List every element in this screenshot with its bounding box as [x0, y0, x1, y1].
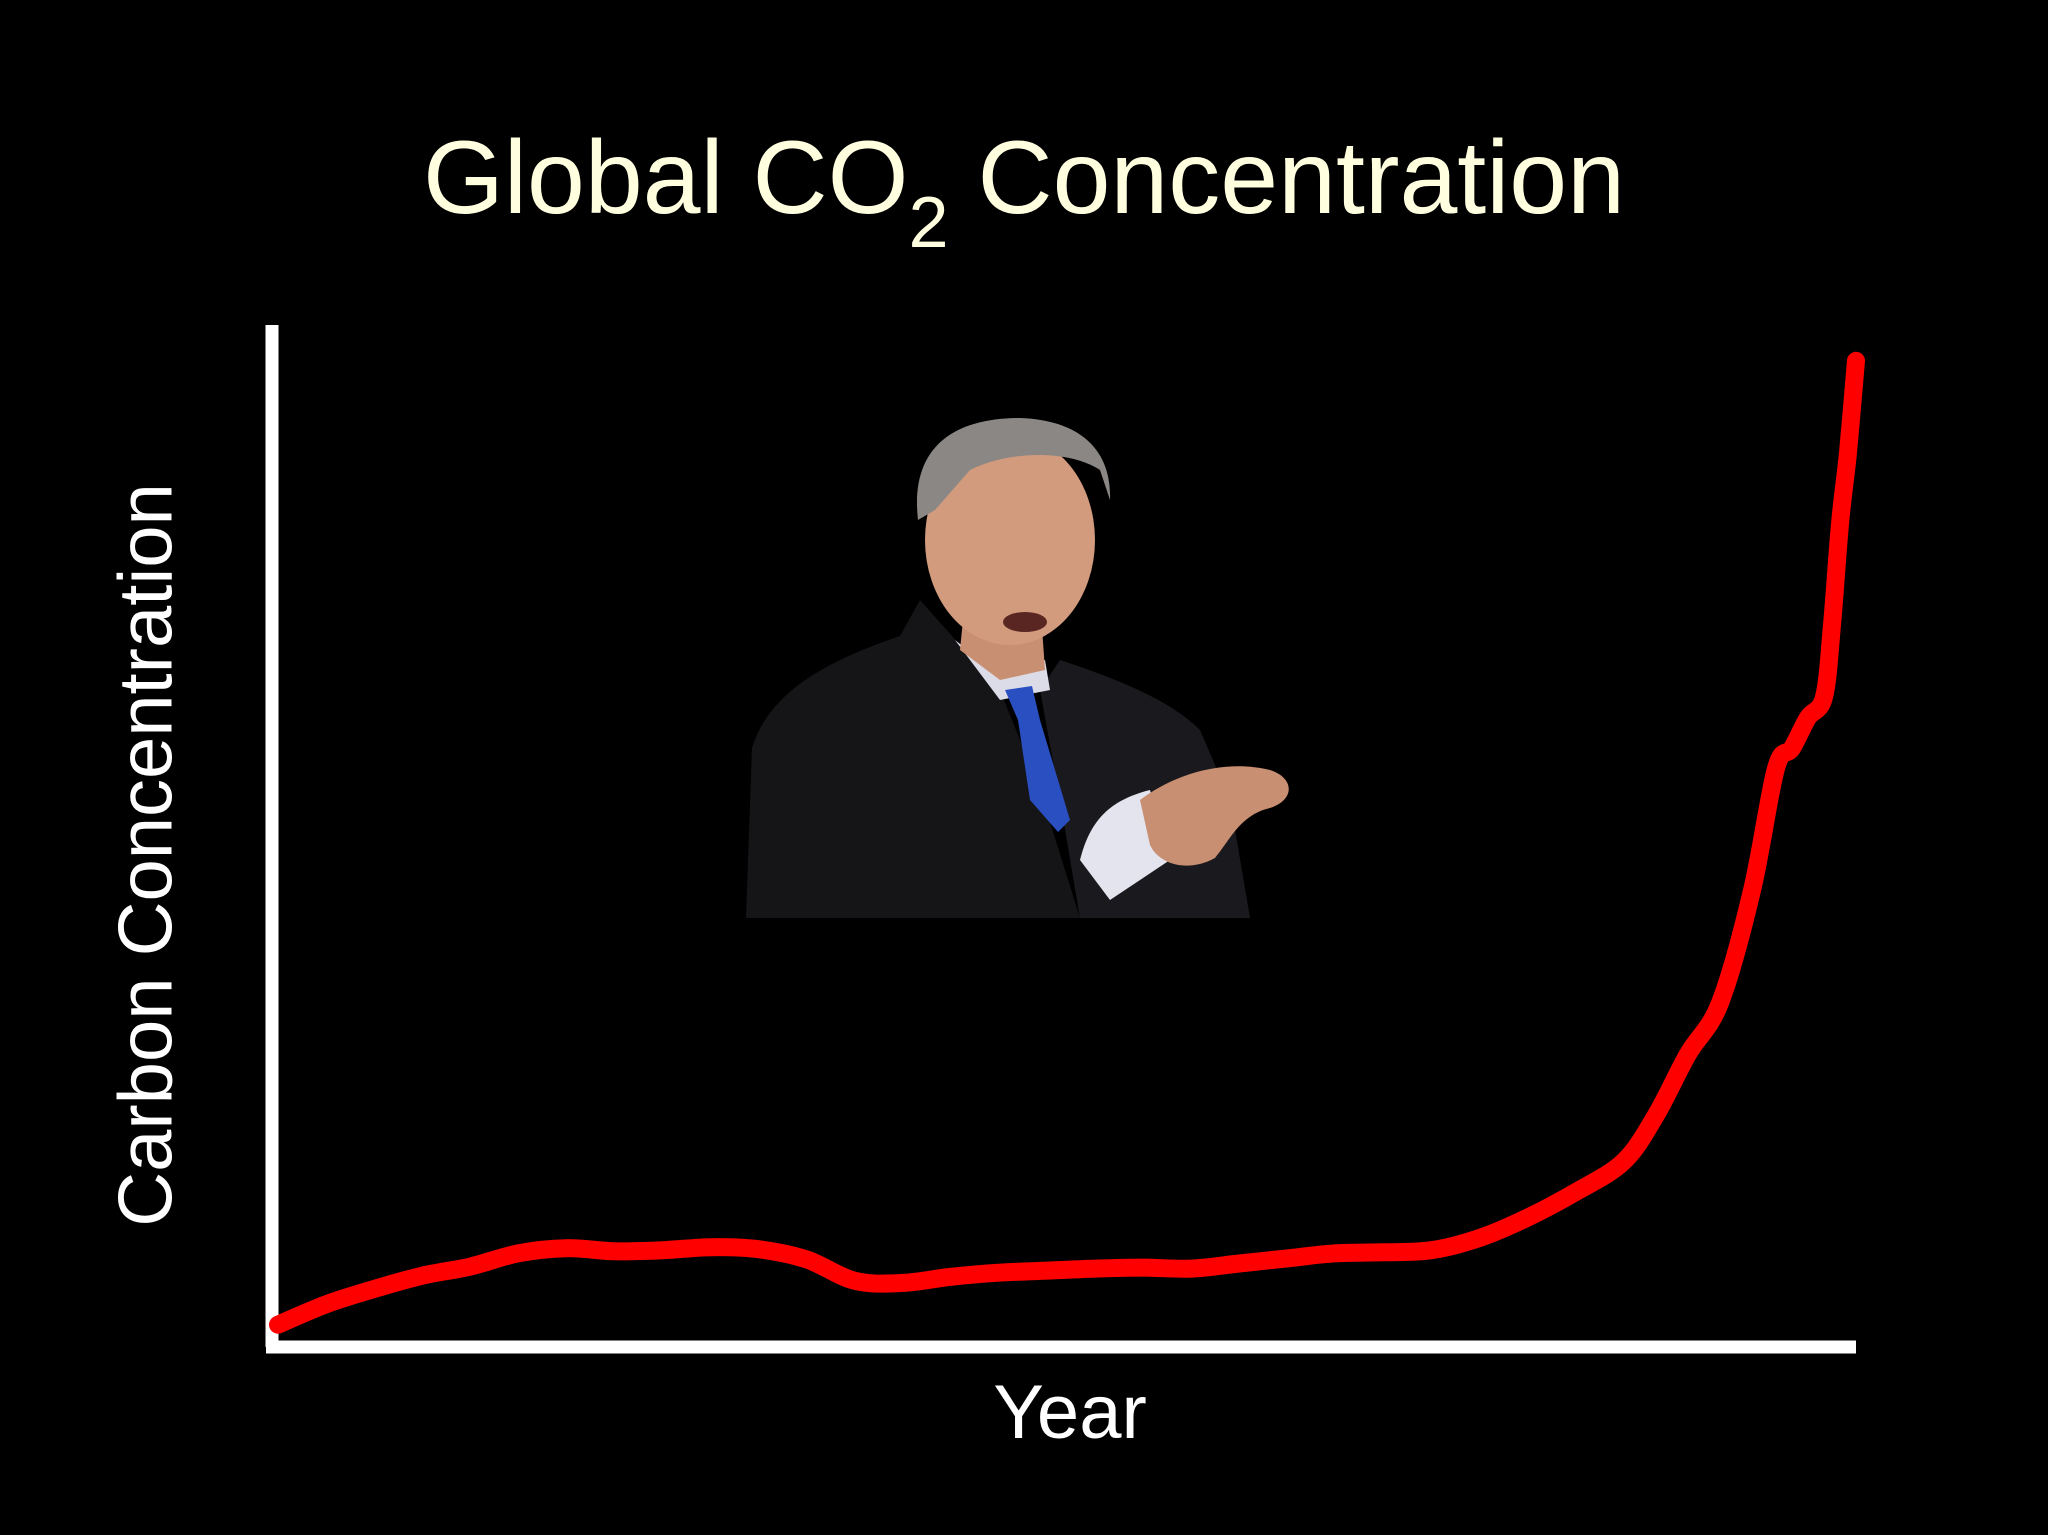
title-subscript: 2: [908, 183, 949, 263]
co2-series-line-0: [269, 351, 1865, 1334]
speaker-suit: [746, 600, 1080, 918]
slide-title: Global CO2 Concentration: [0, 118, 2048, 263]
speaker-hair: [916, 418, 1111, 520]
title-main: Global CO: [423, 120, 909, 236]
speaker-fist: [1140, 766, 1289, 866]
series-layer: [269, 351, 1865, 1334]
speaker-mouth: [1003, 612, 1047, 632]
speaker-tie: [1005, 686, 1070, 832]
x-axis-label: Year: [993, 1370, 1147, 1455]
speaker-face: [925, 435, 1095, 645]
title-rest: Concentration: [948, 120, 1625, 236]
speaker-photo: [746, 418, 1289, 918]
speaker-shirt: [955, 640, 1050, 700]
